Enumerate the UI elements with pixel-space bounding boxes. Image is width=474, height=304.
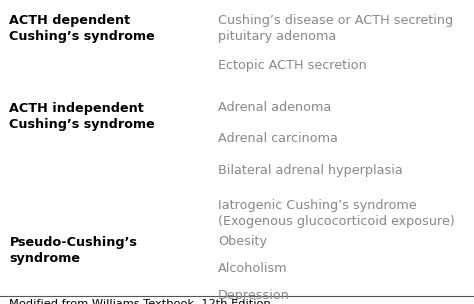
Text: ACTH independent
Cushing’s syndrome: ACTH independent Cushing’s syndrome [9,102,155,131]
Text: Iatrogenic Cushing’s syndrome
(Exogenous glucocorticoid exposure): Iatrogenic Cushing’s syndrome (Exogenous… [218,199,455,228]
Text: Bilateral adrenal hyperplasia: Bilateral adrenal hyperplasia [218,164,403,177]
Text: Alcoholism: Alcoholism [218,262,288,275]
Text: Obesity: Obesity [218,235,267,248]
Text: Ectopic ACTH secretion: Ectopic ACTH secretion [218,59,367,72]
Text: Adrenal carcinoma: Adrenal carcinoma [218,132,338,145]
Text: Cushing’s disease or ACTH secreting
pituitary adenoma: Cushing’s disease or ACTH secreting pitu… [218,14,453,43]
Text: Pseudo-Cushing’s
syndrome: Pseudo-Cushing’s syndrome [9,236,137,265]
Text: Adrenal adenoma: Adrenal adenoma [218,101,331,114]
Text: Depression: Depression [218,289,290,302]
Text: Modified from Williams Textbook, 12th Edition: Modified from Williams Textbook, 12th Ed… [9,299,271,304]
Text: ACTH dependent
Cushing’s syndrome: ACTH dependent Cushing’s syndrome [9,14,155,43]
